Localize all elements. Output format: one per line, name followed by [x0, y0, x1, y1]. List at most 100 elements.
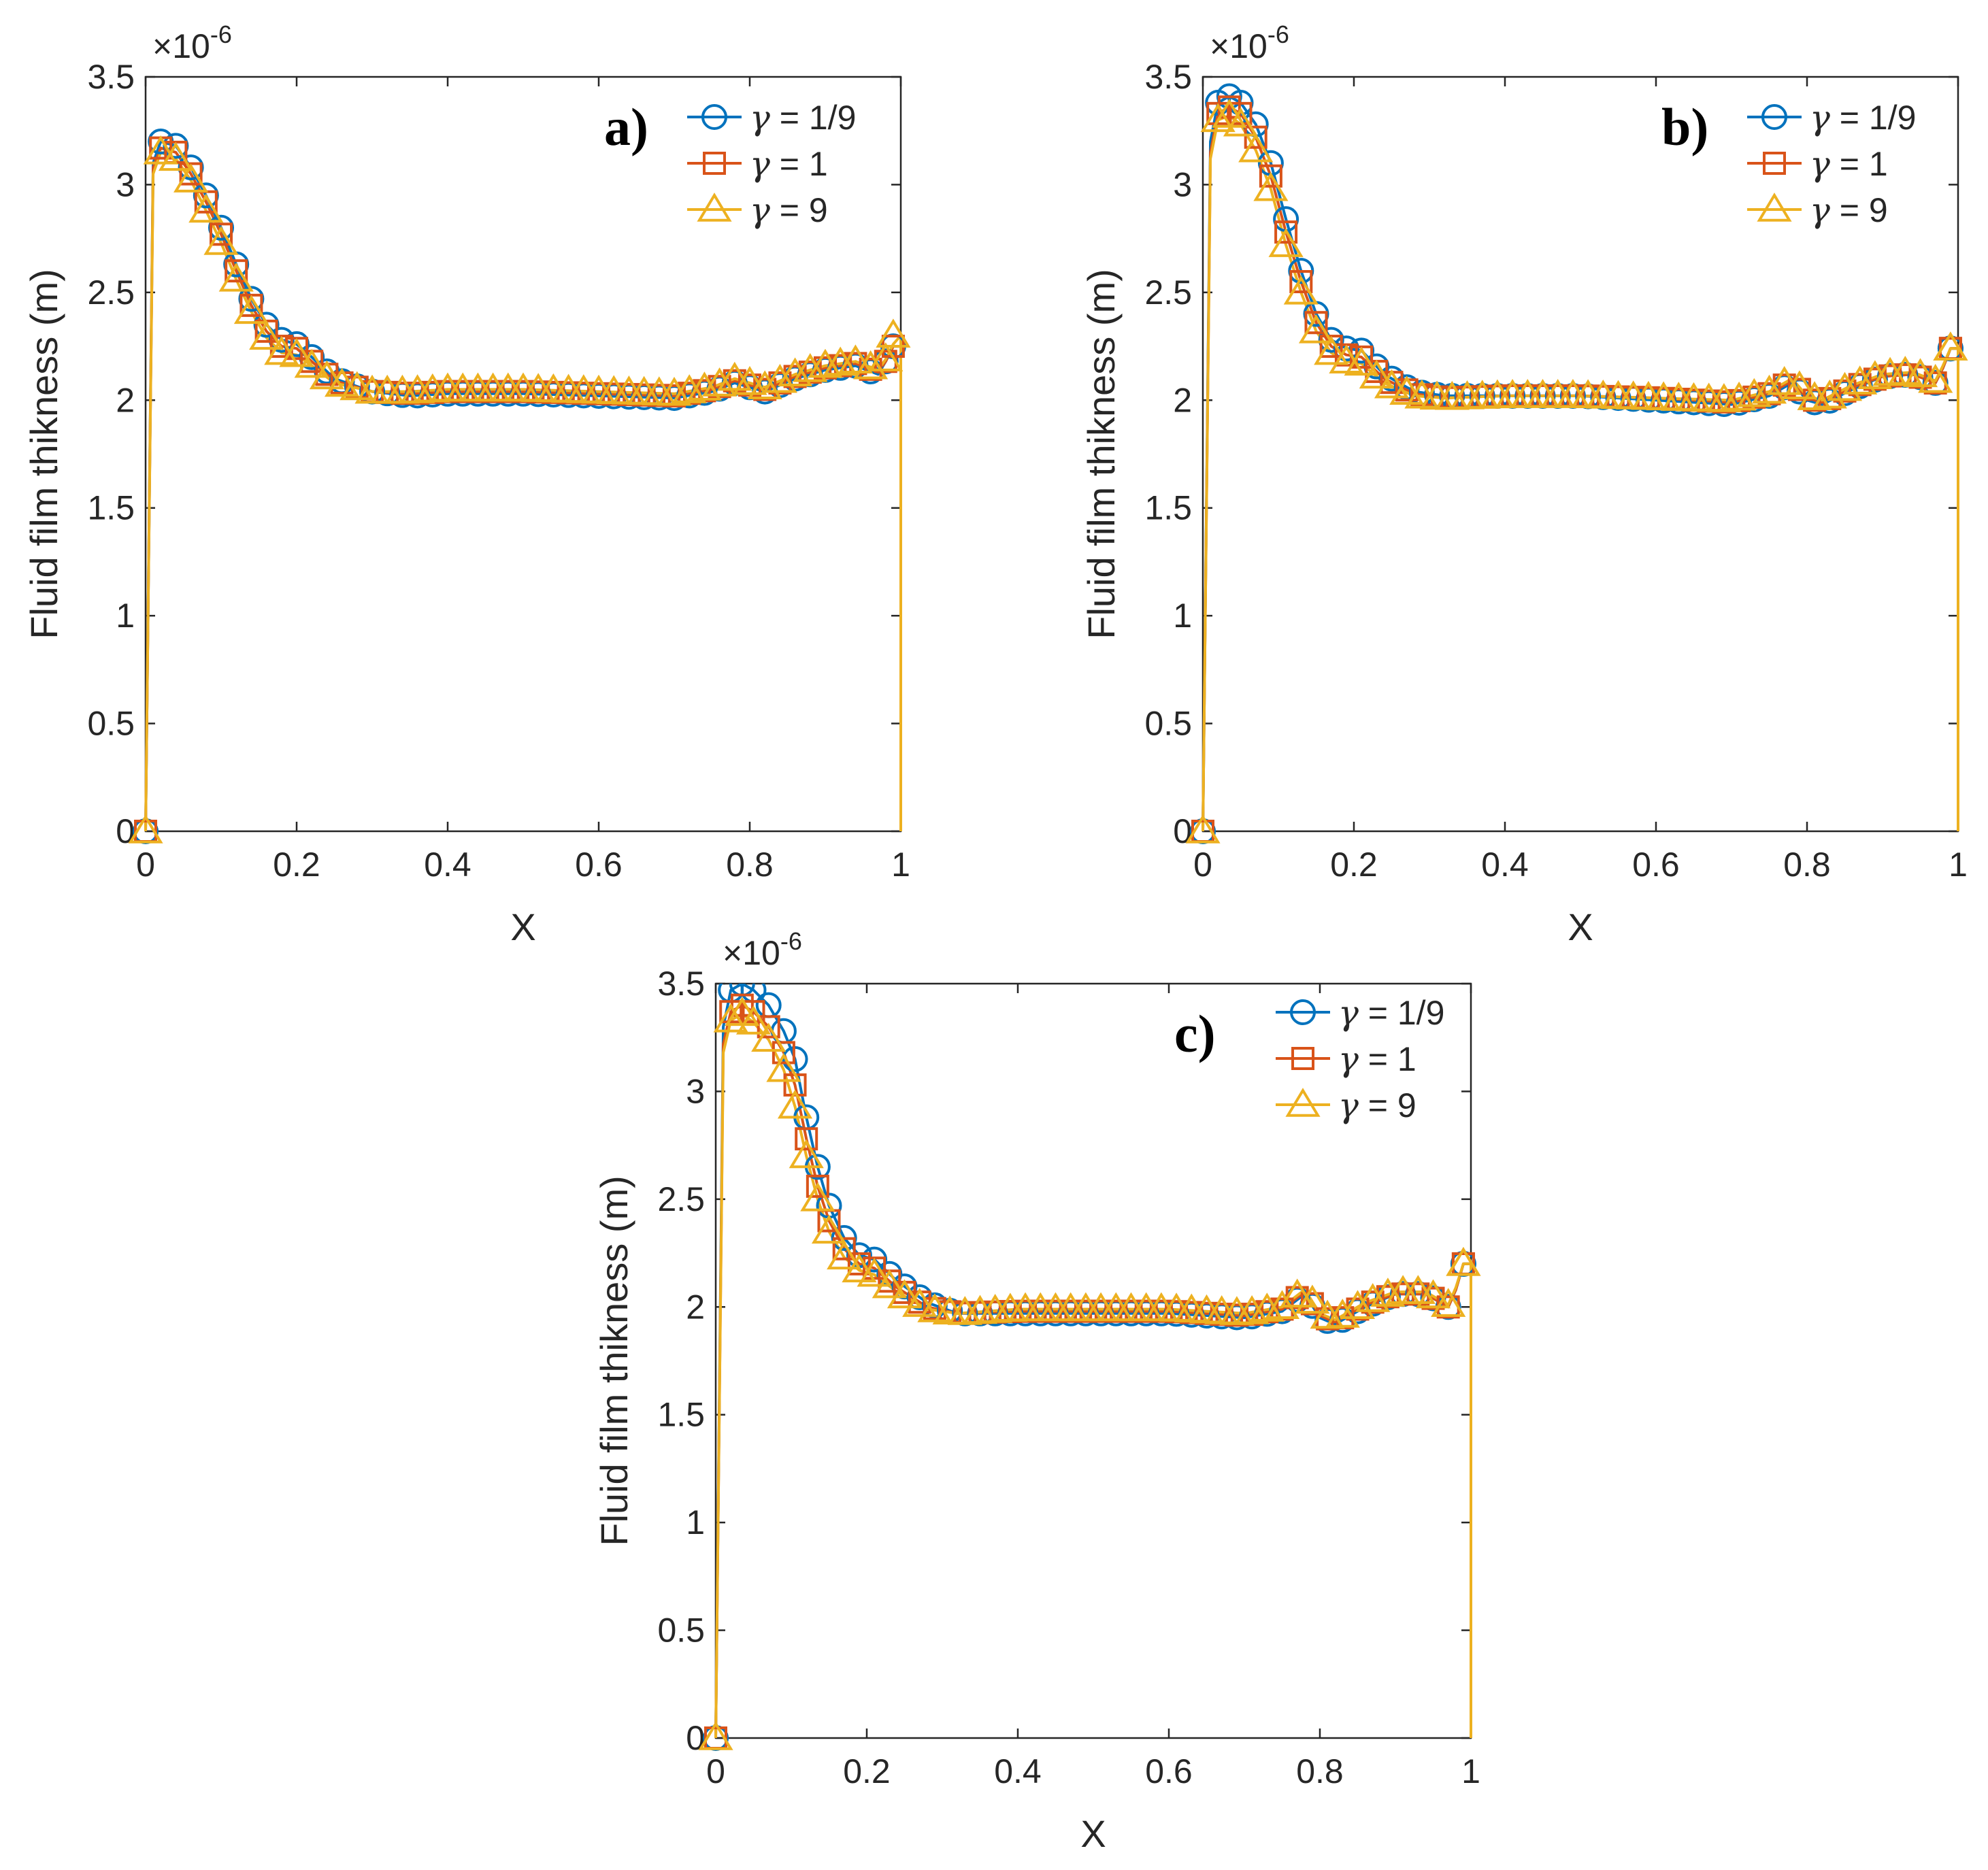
legend-entry-2: γ = 9	[750, 190, 828, 230]
x-tick-label: 0	[136, 846, 155, 884]
legend-marker-triangle	[1285, 1088, 1321, 1117]
legend-entry-0: γ = 1/9	[1810, 98, 1916, 137]
y-tick-label: 0	[1173, 812, 1192, 850]
y-tick-label: 3	[1173, 165, 1192, 203]
data-point-triangle	[339, 371, 375, 401]
x-tick-label: 0.2	[273, 846, 320, 884]
data-point-square	[1244, 125, 1268, 149]
data-point-triangle	[1268, 228, 1304, 257]
data-point-triangle	[1253, 171, 1289, 201]
data-point-triangle	[1223, 107, 1259, 137]
x-tick-label: 1	[891, 846, 910, 884]
data-point-square	[210, 222, 233, 246]
data-point-triangle	[1185, 814, 1221, 844]
data-point-triangle	[1200, 103, 1236, 133]
y-axis-label: Fluid film thikness (m)	[593, 1175, 635, 1546]
data-point-triangle	[1751, 374, 1787, 404]
series-layer	[698, 984, 1481, 1751]
data-point-triangle	[218, 262, 254, 292]
legend-gamma-symbol: γ	[750, 144, 770, 184]
legend-marker-square	[703, 152, 726, 175]
y-tick-label: 0.5	[1144, 705, 1192, 743]
data-point-triangle	[1446, 1247, 1481, 1276]
x-tick-label: 1	[1461, 1752, 1480, 1790]
data-point-triangle	[1736, 378, 1772, 407]
legend-gamma-symbol: γ	[750, 98, 770, 137]
legend-marker-circle	[701, 104, 727, 130]
data-point-triangle	[732, 366, 767, 395]
data-point-triangle	[778, 357, 813, 387]
data-point-triangle	[766, 1052, 801, 1082]
legend-entry-2: γ = 9	[1810, 190, 1888, 230]
x-tick-label: 0.6	[1145, 1752, 1193, 1790]
x-tick-label: 0.4	[424, 846, 471, 884]
data-point-triangle	[1857, 360, 1893, 389]
series-layer	[128, 129, 911, 844]
data-point-triangle	[1767, 366, 1802, 395]
data-point-triangle	[751, 1022, 786, 1052]
y-tick-label: 1.5	[657, 1396, 705, 1434]
data-point-triangle	[1389, 375, 1425, 405]
x-tick-label: 0.4	[1481, 846, 1529, 884]
data-point-triangle	[1933, 331, 1968, 361]
legend-marker-square	[1763, 152, 1786, 175]
x-tick-label: 0.2	[1330, 846, 1378, 884]
data-point-triangle	[827, 1240, 862, 1270]
legend-entry-1: γ = 1	[1810, 144, 1888, 184]
y-exponent-power: -6	[1268, 20, 1289, 48]
data-point-square	[832, 1237, 856, 1260]
y-tick-label: 3.5	[87, 58, 135, 96]
data-point-triangle	[853, 350, 889, 380]
legend-value: = 1/9	[1830, 99, 1917, 137]
x-tick-label: 0.8	[1783, 846, 1831, 884]
x-axis-label: X	[1080, 1812, 1106, 1855]
legend: γ = 1/9γ = 1γ = 9	[1276, 993, 1444, 1125]
x-tick-label: 0	[1193, 846, 1212, 884]
data-point-triangle	[279, 337, 314, 367]
data-point-triangle	[1344, 346, 1379, 376]
y-exponent-base: ×10	[723, 934, 780, 972]
legend-value: = 1	[1359, 1040, 1417, 1078]
data-point-triangle	[233, 295, 269, 324]
legend-entry-1: γ = 1	[1338, 1039, 1417, 1079]
y-tick-label: 1.5	[1144, 489, 1192, 527]
legend-marker-square	[1291, 1047, 1314, 1070]
data-point-triangle	[1431, 1288, 1466, 1317]
legend-entry-0: γ = 1/9	[1338, 993, 1444, 1033]
data-point-triangle	[1812, 379, 1847, 409]
data-point-triangle	[876, 318, 911, 348]
data-point-square	[1259, 164, 1282, 188]
data-point-triangle	[143, 135, 178, 165]
x-tick-label: 1	[1949, 846, 1968, 884]
data-point-triangle	[1340, 1290, 1376, 1320]
legend-marker-triangle	[697, 193, 732, 222]
data-point-triangle	[1280, 1278, 1315, 1308]
legend-entry-0: γ = 1/9	[750, 98, 856, 137]
legend-entry-1: γ = 1	[750, 144, 828, 184]
data-point-square	[772, 1041, 795, 1065]
data-point-triangle	[698, 1721, 733, 1750]
chart-panel-1: 0 0.2 0.4 0.6 0.8 1 0 0.5 1 1.5 2 2.5 3 3.5 ×10-6 X Flui…	[1080, 20, 1968, 948]
y-exponent-base: ×10	[152, 27, 210, 65]
legend-value: = 9	[1359, 1086, 1417, 1124]
x-tick-label: 0.8	[726, 846, 774, 884]
data-point-triangle	[702, 367, 738, 397]
data-point-square	[1229, 101, 1253, 125]
legend-value: = 1	[770, 145, 828, 183]
data-point-triangle	[1918, 363, 1953, 393]
data-point-triangle	[1298, 314, 1334, 344]
x-tick-label: 0.2	[843, 1752, 891, 1790]
x-tick-label: 0.4	[994, 1752, 1042, 1790]
chart-panel-0: 0 0.2 0.4 0.6 0.8 1 0 0.5 1 1.5 2 2.5 3 3.5 ×10-6 X Flui…	[22, 20, 911, 948]
y-tick-label: 2	[1173, 381, 1192, 419]
y-axis-label: Fluid film thikness (m)	[22, 269, 65, 639]
y-tick-label: 1	[686, 1503, 705, 1541]
data-point-triangle	[1295, 1284, 1330, 1314]
y-tick-label: 0	[116, 812, 135, 850]
data-point-triangle	[1374, 369, 1410, 399]
legend-value: = 9	[770, 191, 828, 229]
data-point-triangle	[1400, 1275, 1436, 1304]
x-tick-label: 0	[706, 1752, 725, 1790]
y-axis-label: Fluid film thikness (m)	[1080, 269, 1123, 639]
data-point-triangle	[872, 1269, 907, 1299]
